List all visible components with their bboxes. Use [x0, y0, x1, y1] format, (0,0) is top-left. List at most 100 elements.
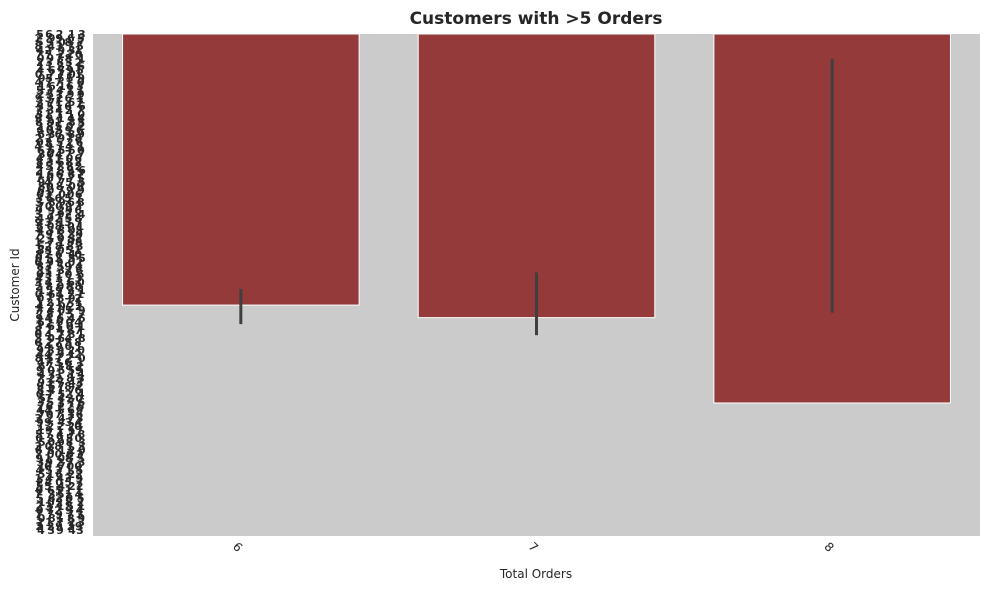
y-tick-glyph: 3: [34, 412, 42, 425]
y-tick-glyph: 6: [78, 396, 86, 409]
y-tick-glyph: 7: [55, 408, 63, 421]
y-tick-glyph: 6: [47, 144, 55, 157]
y-tick-glyph: 3: [48, 488, 56, 501]
y-tick-glyph: 3: [44, 216, 52, 229]
y-tick-glyph: 1: [57, 112, 65, 125]
y-tick-glyph: 5: [55, 124, 63, 137]
y-tick-glyph: 8: [48, 196, 56, 209]
y-tick-glyph: 6: [56, 168, 64, 181]
y-tick-glyph: 3: [65, 56, 73, 69]
y-tick-glyph: 4: [37, 44, 45, 57]
y-tick-glyph: 9: [75, 364, 83, 377]
y-tick-glyph: 3: [78, 456, 86, 469]
y-tick-glyph: 8: [46, 308, 54, 321]
y-tick-glyph: 4: [65, 140, 73, 153]
y-tick-glyph: 9: [57, 348, 65, 361]
y-tick-glyph: 6: [56, 312, 64, 325]
y-tick-glyph: 0: [68, 180, 76, 193]
y-tick-glyph: 3: [45, 268, 53, 281]
y-tick-glyph: 2: [67, 300, 75, 313]
y-tick-glyph: 8: [34, 324, 42, 337]
y-tick-glyph: 2: [76, 480, 84, 493]
y-tick-glyph: 1: [55, 368, 63, 381]
y-tick-glyph: 1: [36, 296, 44, 309]
y-tick-glyph: 9: [65, 204, 73, 217]
y-tick-glyph: 6: [46, 400, 54, 413]
y-tick-glyph: 0: [66, 120, 74, 133]
y-tick-glyph: 7: [58, 68, 66, 81]
y-tick-glyph: 0: [47, 364, 55, 377]
y-tick-glyph: 0: [65, 268, 73, 281]
y-tick-glyph: 2: [67, 420, 75, 433]
y-tick-glyph: 9: [56, 316, 64, 329]
y-tick-glyph: 7: [65, 296, 73, 309]
y-tick-glyph: 0: [55, 200, 63, 213]
y-tick-glyph: 7: [34, 488, 42, 501]
y-tick-glyph: 7: [67, 40, 75, 53]
y-tick-glyph: 2: [36, 516, 44, 529]
y-tick-glyph: 2: [46, 316, 54, 329]
y-tick-glyph: 1: [78, 52, 86, 65]
y-tick-glyph: 4: [57, 480, 65, 493]
y-tick-glyph: 1: [65, 464, 73, 477]
y-tick-glyph: 7: [46, 504, 54, 517]
y-tick-glyph: 2: [57, 204, 65, 217]
y-tick-glyph: 1: [65, 76, 73, 89]
y-tick-glyph: 5: [77, 452, 85, 465]
y-tick-glyph: 9: [45, 228, 53, 241]
y-tick-glyph: 6: [78, 100, 86, 113]
y-tick-glyph: 2: [67, 228, 75, 241]
y-tick-glyph: 8: [65, 52, 73, 65]
y-tick-glyph: 5: [78, 176, 86, 189]
y-tick-glyph: 8: [67, 324, 75, 337]
y-tick-glyph: 0: [67, 460, 75, 473]
y-tick-glyph: 4: [57, 392, 65, 405]
bar-6: [122, 33, 360, 306]
y-tick-glyph: 3: [55, 464, 63, 477]
y-tick-glyph: 2: [56, 276, 64, 289]
y-tick-glyph: 1: [68, 348, 76, 361]
y-tick-glyph: 1: [38, 80, 46, 93]
y-tick-glyph: 3: [45, 272, 53, 285]
y-tick-glyph: 6: [47, 168, 55, 181]
y-tick-glyph: 2: [75, 232, 83, 245]
y-tick-glyph: 7: [57, 184, 65, 197]
y-tick-glyph: 1: [75, 340, 83, 353]
y-tick-glyph: 7: [67, 412, 75, 425]
y-tick-glyph: 8: [45, 280, 53, 293]
y-tick-glyph: 4: [58, 412, 66, 425]
y-tick-glyph: 6: [76, 136, 84, 149]
y-tick-glyph: 3: [37, 396, 45, 409]
y-tick-glyph: 4: [44, 340, 52, 353]
y-tick-glyph: 2: [66, 392, 74, 405]
y-tick-glyph: 8: [75, 132, 83, 145]
y-tick-glyph: 9: [46, 212, 54, 225]
y-tick-glyph: 7: [35, 104, 43, 117]
y-tick-glyph: 6: [35, 444, 43, 457]
y-tick-glyph: 5: [64, 192, 72, 205]
y-tick-glyph: 0: [35, 432, 43, 445]
y-tick-glyph: 1: [68, 424, 76, 437]
y-tick-glyph: 5: [36, 28, 44, 41]
y-tick-glyph: 2: [65, 352, 73, 365]
y-tick-glyph: 4: [48, 384, 56, 397]
y-tick-glyph: 7: [54, 76, 62, 89]
y-tick-glyph: 6: [47, 320, 55, 333]
y-tick-glyph: 0: [77, 76, 85, 89]
y-tick-glyph: 3: [78, 440, 86, 453]
y-tick-glyph: 9: [58, 132, 66, 145]
y-tick-glyph: 2: [47, 300, 55, 313]
y-tick-glyph: 6: [76, 124, 84, 137]
y-tick-glyph: 2: [36, 56, 44, 69]
y-tick-glyph: 9: [77, 184, 85, 197]
y-tick-glyph: 0: [37, 52, 45, 65]
y-tick-glyph: 4: [37, 212, 45, 225]
y-tick-glyph: 5: [65, 212, 73, 225]
y-tick-glyph: 3: [45, 188, 53, 201]
y-tick-glyph: 4: [77, 112, 85, 125]
y-tick-glyph: 8: [47, 444, 55, 457]
y-tick-glyph: 1: [37, 168, 45, 181]
y-tick-glyph: 7: [46, 292, 54, 305]
y-tick-glyph: 1: [77, 500, 85, 513]
y-tick-glyph: 9: [68, 292, 76, 305]
